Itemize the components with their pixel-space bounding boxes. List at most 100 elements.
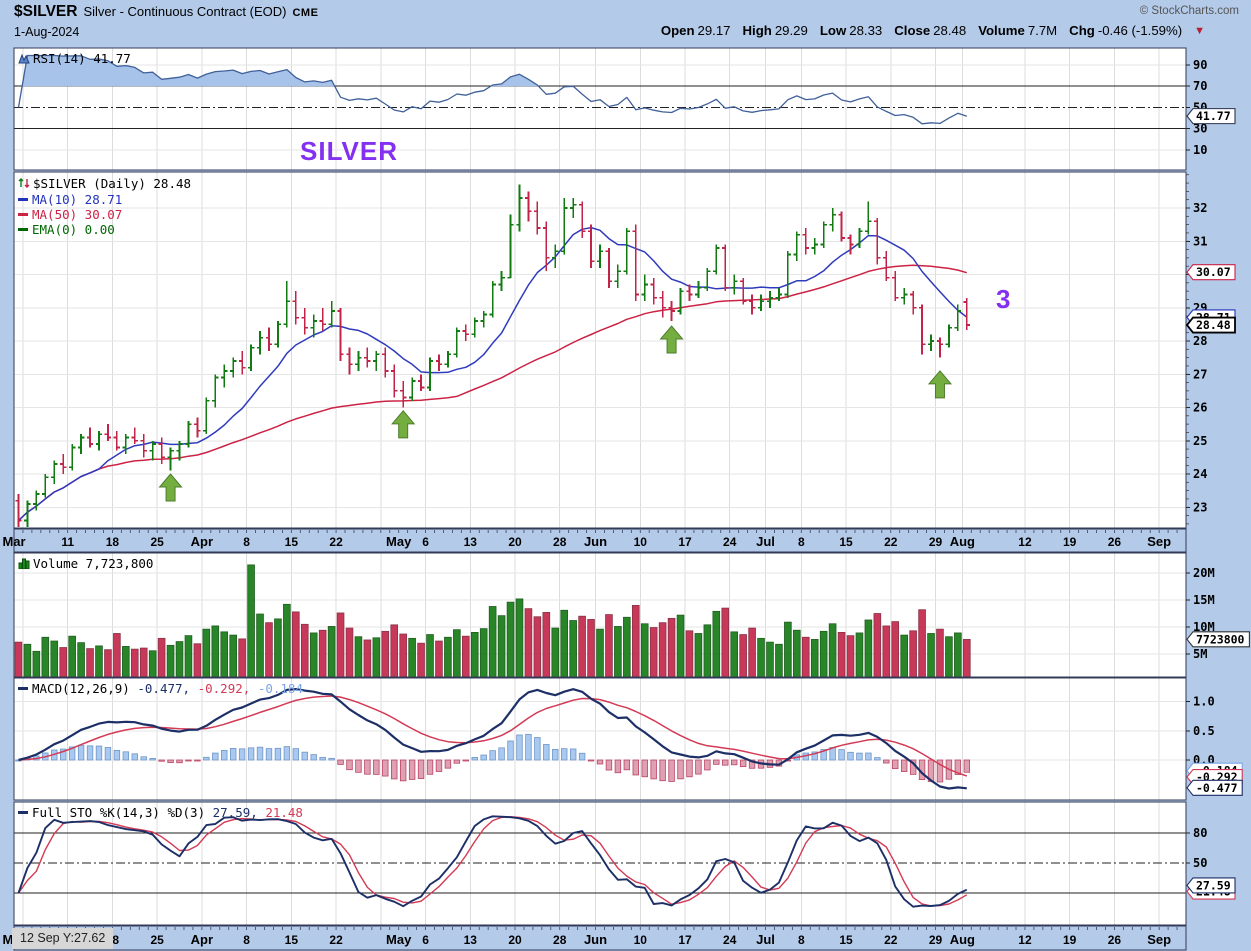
svg-text:28.48: 28.48 bbox=[1196, 318, 1231, 332]
svg-text:28: 28 bbox=[553, 535, 567, 549]
svg-text:22: 22 bbox=[884, 535, 898, 549]
svg-text:23: 23 bbox=[1193, 500, 1207, 514]
svg-text:Apr: Apr bbox=[191, 534, 213, 549]
svg-text:20: 20 bbox=[508, 933, 522, 947]
svg-text:17: 17 bbox=[678, 535, 692, 549]
change-down-icon[interactable]: ▼ bbox=[1194, 24, 1205, 37]
svg-text:22: 22 bbox=[329, 933, 343, 947]
ma10-legend: MA(10) 28.71 bbox=[18, 192, 191, 207]
svg-text:Sep: Sep bbox=[1147, 932, 1171, 947]
svg-text:8: 8 bbox=[243, 933, 250, 947]
macd-line-icon bbox=[18, 687, 28, 690]
svg-text:-0.477: -0.477 bbox=[1196, 781, 1238, 795]
svg-text:31: 31 bbox=[1193, 234, 1207, 248]
rsi-legend: RSI(14) 41.77 bbox=[18, 51, 131, 67]
volume-legend: Volume 7,723,800 bbox=[18, 556, 153, 572]
svg-text:24: 24 bbox=[723, 535, 737, 549]
svg-text:May: May bbox=[386, 932, 412, 947]
svg-text:Jun: Jun bbox=[584, 932, 607, 947]
svg-text:5M: 5M bbox=[1193, 647, 1207, 661]
sto-legend: Full STO %K(14,3) %D(3) 27.59, 21.48 bbox=[18, 805, 303, 820]
svg-text:50: 50 bbox=[1193, 856, 1207, 870]
svg-text:11: 11 bbox=[61, 535, 74, 549]
svg-text:22: 22 bbox=[884, 933, 898, 947]
volume-icon bbox=[18, 557, 30, 572]
svg-text:Apr: Apr bbox=[191, 932, 213, 947]
quote-change: Chg -0.46 (-1.59%) bbox=[1069, 23, 1183, 38]
copyright: © StockCharts.com bbox=[1139, 5, 1239, 17]
svg-text:90: 90 bbox=[1193, 58, 1207, 72]
svg-text:28: 28 bbox=[553, 933, 567, 947]
chart-date: 1-Aug-2024 bbox=[14, 25, 80, 39]
svg-text:Jun: Jun bbox=[584, 534, 607, 549]
svg-text:20M: 20M bbox=[1193, 566, 1215, 580]
svg-text:15: 15 bbox=[285, 535, 299, 549]
svg-text:1.0: 1.0 bbox=[1193, 695, 1215, 709]
svg-text:10M: 10M bbox=[1193, 620, 1215, 634]
ma50-line-icon bbox=[18, 213, 28, 216]
svg-text:25: 25 bbox=[1193, 434, 1207, 448]
svg-text:19: 19 bbox=[1063, 535, 1077, 549]
svg-text:24: 24 bbox=[723, 933, 737, 947]
svg-text:Aug: Aug bbox=[950, 932, 975, 947]
svg-text:30: 30 bbox=[1193, 122, 1207, 136]
svg-text:7723800: 7723800 bbox=[1196, 632, 1245, 646]
quote-bar: Open 29.17 High 29.29 Low 28.33 Close 28.48 … bbox=[661, 23, 1205, 38]
svg-text:25: 25 bbox=[150, 535, 164, 549]
quote-high: High 29.29 bbox=[742, 23, 808, 38]
ema-legend: EMA(0) 0.00 bbox=[18, 222, 191, 237]
annotation-three: 3 bbox=[996, 284, 1011, 314]
svg-text:Sep: Sep bbox=[1147, 534, 1171, 549]
quote-low: Low 28.33 bbox=[819, 23, 883, 38]
svg-text:18: 18 bbox=[106, 535, 120, 549]
svg-text:26: 26 bbox=[1193, 401, 1207, 415]
svg-text:12: 12 bbox=[1018, 535, 1032, 549]
svg-text:15: 15 bbox=[285, 933, 299, 947]
quote-close: Close 28.48 bbox=[894, 23, 967, 38]
exchange: CME bbox=[292, 7, 319, 19]
svg-text:May: May bbox=[386, 534, 412, 549]
svg-text:29: 29 bbox=[929, 535, 943, 549]
instrument-name: Silver - Continuous Contract (EOD) bbox=[83, 4, 287, 19]
svg-text:10: 10 bbox=[634, 933, 648, 947]
svg-text:80: 80 bbox=[1193, 826, 1207, 840]
svg-text:26: 26 bbox=[1108, 535, 1122, 549]
svg-text:15M: 15M bbox=[1193, 593, 1215, 607]
svg-text:20: 20 bbox=[508, 535, 522, 549]
svg-text:6: 6 bbox=[422, 535, 429, 549]
svg-text:41.77: 41.77 bbox=[1196, 109, 1231, 123]
svg-text:13: 13 bbox=[464, 933, 478, 947]
svg-text:8: 8 bbox=[798, 933, 805, 947]
quote-volume: Volume 7.7M bbox=[978, 23, 1058, 38]
svg-text:25: 25 bbox=[150, 933, 164, 947]
svg-text:8: 8 bbox=[798, 535, 805, 549]
svg-text:13: 13 bbox=[464, 535, 478, 549]
svg-text:6: 6 bbox=[422, 933, 429, 947]
svg-text:Aug: Aug bbox=[950, 534, 975, 549]
svg-text:15: 15 bbox=[839, 535, 853, 549]
ma50-legend: MA(50) 30.07 bbox=[18, 207, 191, 222]
svg-text:24: 24 bbox=[1193, 467, 1207, 481]
ma10-line-icon bbox=[18, 198, 28, 201]
svg-text:27: 27 bbox=[1193, 367, 1207, 381]
svg-text:32: 32 bbox=[1193, 201, 1207, 215]
svg-text:10: 10 bbox=[1193, 143, 1207, 157]
svg-text:26: 26 bbox=[1108, 933, 1122, 947]
sto-line-icon bbox=[18, 811, 28, 814]
svg-text:22: 22 bbox=[329, 535, 343, 549]
chart-title: $SILVER Silver - Continuous Contract (EOD… bbox=[14, 3, 318, 21]
macd-legend: MACD(12,26,9) -0.477, -0.292, -0.184 bbox=[18, 681, 303, 696]
svg-text:10: 10 bbox=[634, 535, 648, 549]
price-legend: $SILVER (Daily) 28.48 MA(10) 28.71 MA(50… bbox=[18, 176, 191, 237]
symbol: $SILVER bbox=[14, 3, 78, 20]
rsi-icon bbox=[18, 52, 30, 67]
svg-text:27.59: 27.59 bbox=[1196, 878, 1231, 892]
svg-text:17: 17 bbox=[678, 933, 692, 947]
svg-text:19: 19 bbox=[1063, 933, 1077, 947]
svg-text:30.07: 30.07 bbox=[1196, 265, 1231, 279]
svg-text:15: 15 bbox=[839, 933, 853, 947]
annotation-silver: SILVER bbox=[300, 136, 398, 166]
svg-text:28: 28 bbox=[1193, 334, 1207, 348]
